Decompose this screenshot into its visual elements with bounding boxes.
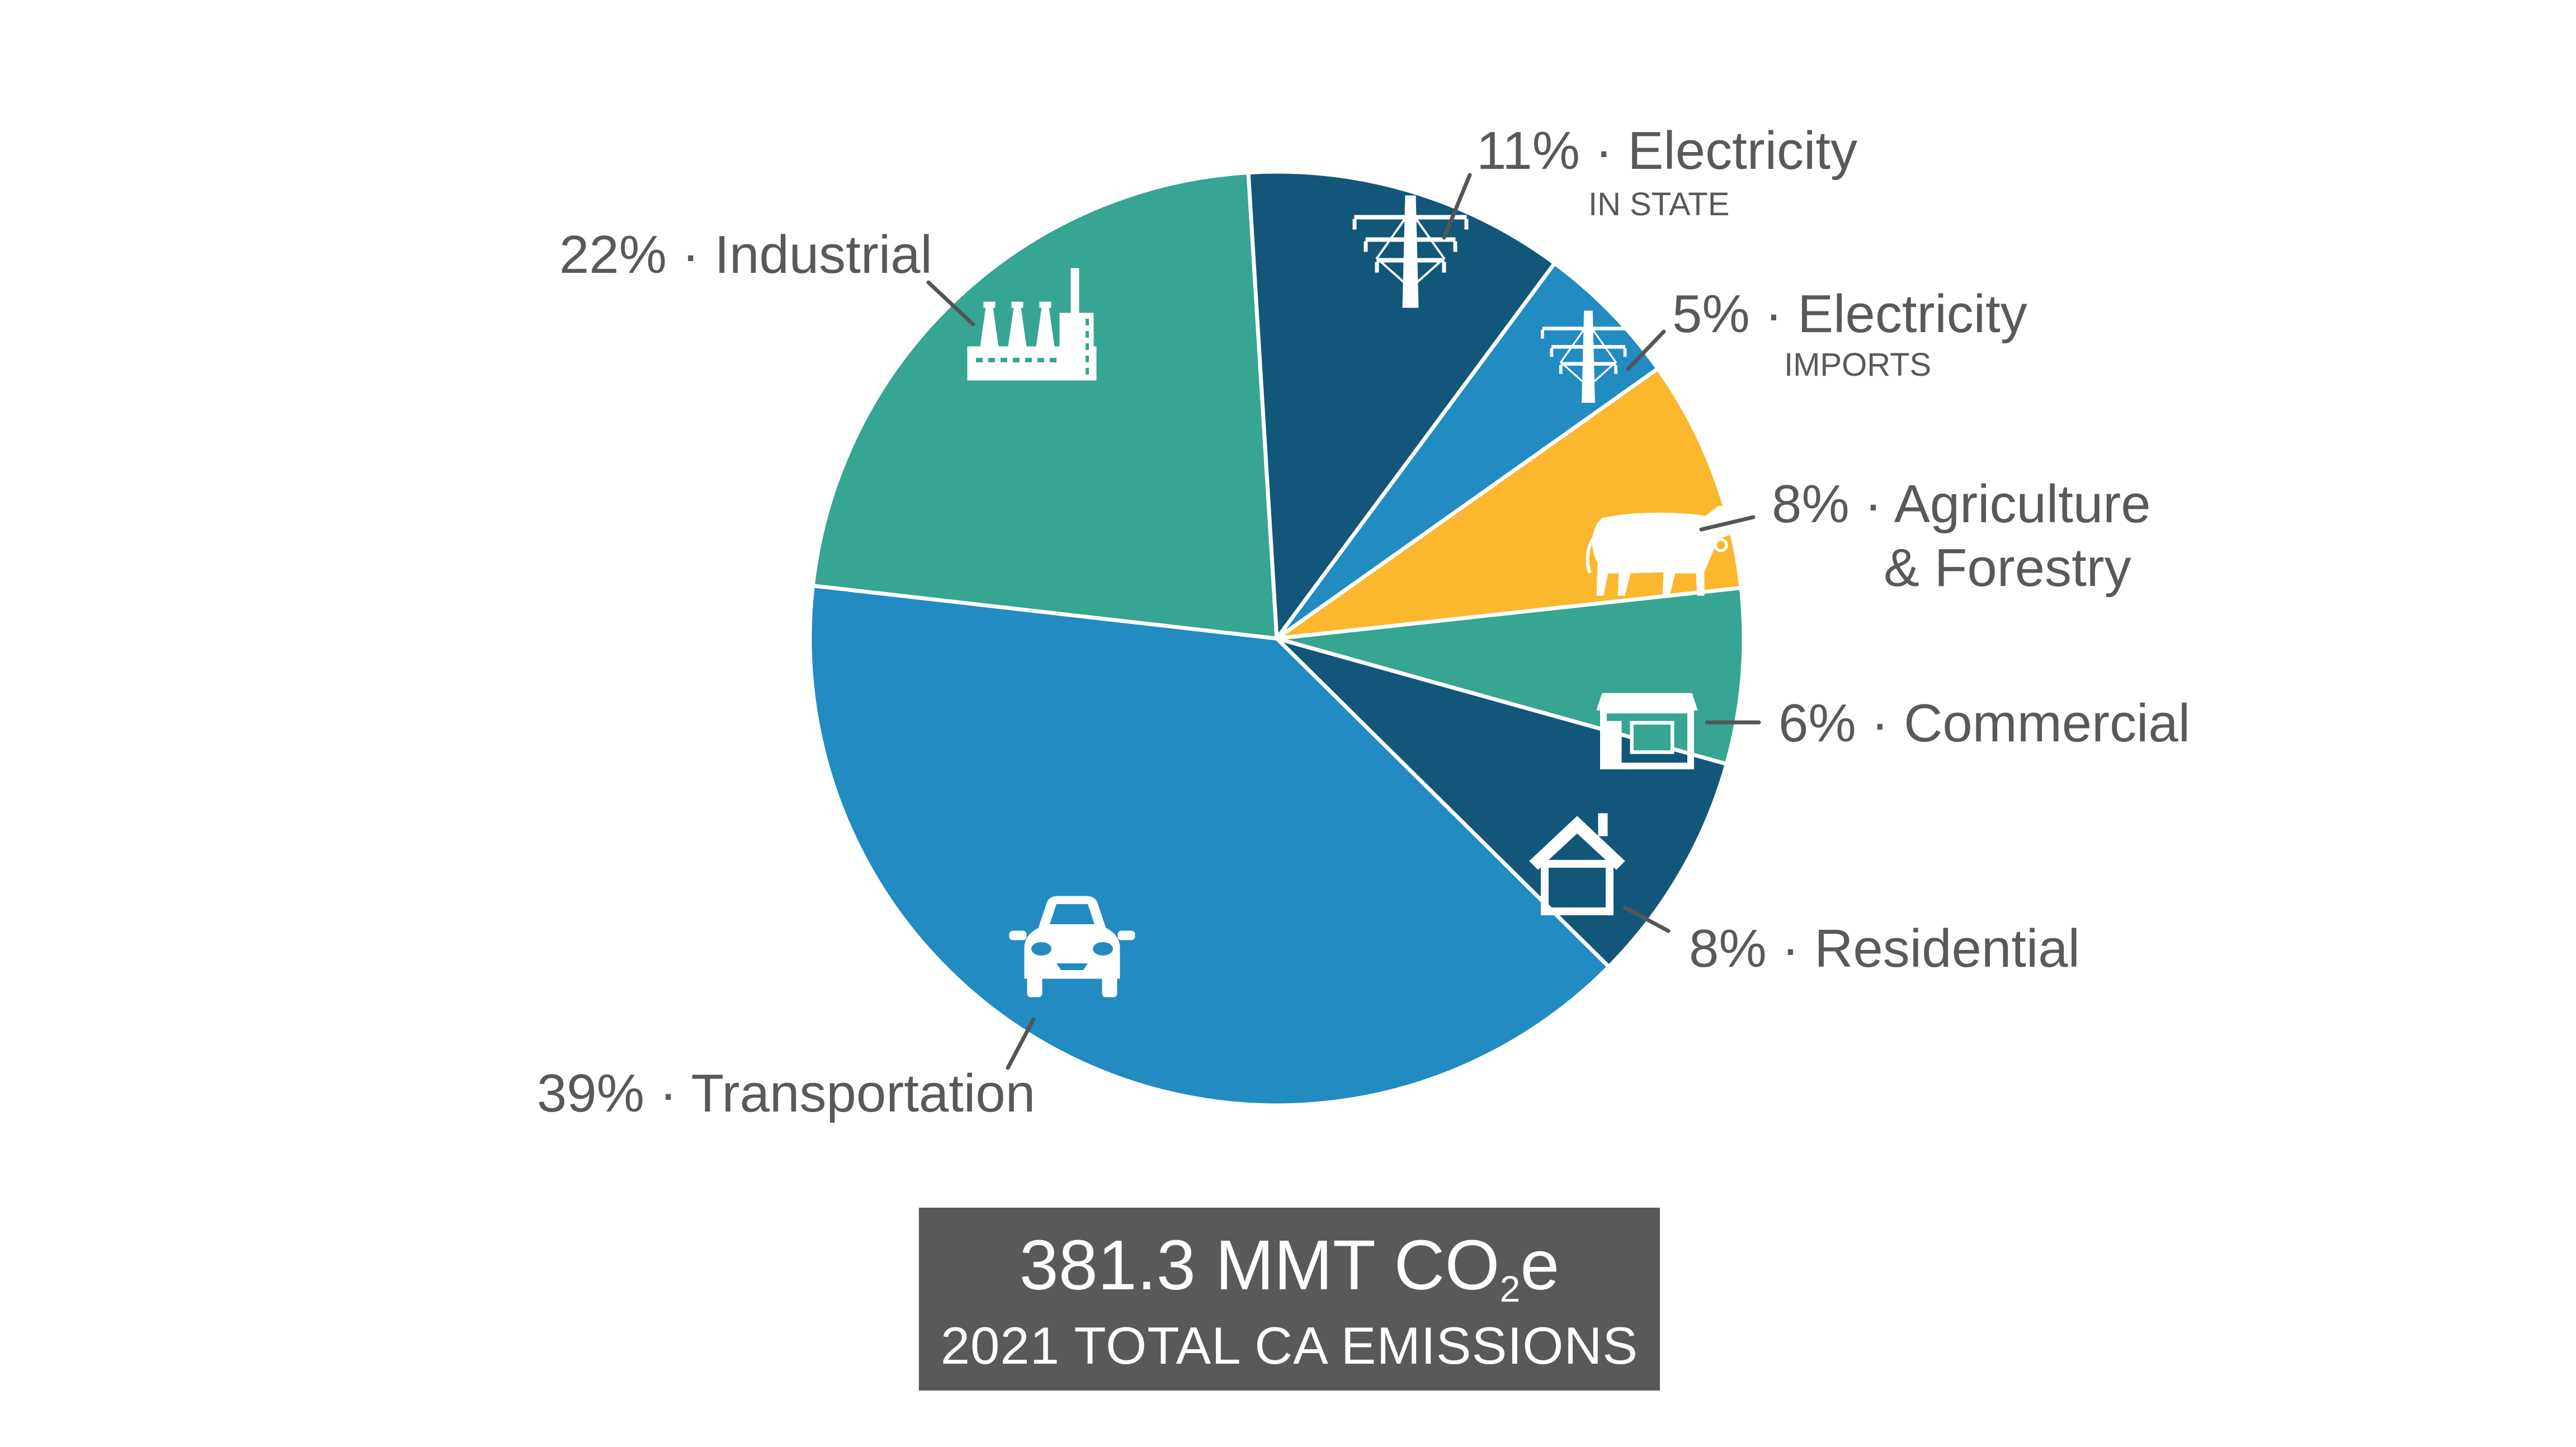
slice-labels: 11% · Electricity IN STATE 5% · Electricit… (537, 121, 2190, 1123)
leader-lines (926, 173, 1761, 1070)
slice-industrial (810, 171, 1279, 641)
house-icon (1529, 813, 1625, 915)
slice-transportation (808, 584, 1611, 1108)
total-emissions-caption: 2021 TOTAL CA EMISSIONS (940, 1316, 1639, 1375)
slice-label-electricity-in-state: 11% · Electricity (1476, 121, 1857, 181)
power-tower-icon (1541, 310, 1636, 403)
slice-electricity-imports (1275, 261, 1660, 641)
factory-icon (967, 268, 1097, 381)
slice-label-line2-agriculture-and-forestry: & Forestry (1884, 538, 2131, 598)
leader-line-transportation (1006, 1017, 1036, 1070)
slice-label-agriculture-and-forestry: 8% · Agriculture (1772, 474, 2151, 534)
slice-residential (1275, 636, 1729, 969)
storefront-icon (1596, 693, 1698, 769)
leader-line-electricity-in-state (1442, 173, 1472, 240)
power-tower-icon (1352, 195, 1469, 308)
total-emissions-box: 381.3 MMT CO2e 2021 TOTAL CA EMISSIONS (919, 1208, 1660, 1391)
leader-line-industrial (926, 280, 975, 327)
leader-line-agriculture-and-forestry (1699, 515, 1756, 532)
slice-label-industrial: 22% · Industrial (559, 225, 932, 285)
slice-label-transportation: 39% · Transportation (537, 1063, 1035, 1123)
total-emissions-value: 381.3 MMT CO2e (1019, 1226, 1560, 1309)
slice-electricity-in-state (1246, 169, 1557, 641)
slice-commercial (1275, 585, 1746, 766)
leader-line-residential (1622, 905, 1671, 933)
car-icon (1009, 896, 1135, 997)
leader-line-electricity-imports (1626, 329, 1666, 371)
slice-sublabel-electricity-imports: IMPORTS (1784, 347, 1931, 383)
slice-label-electricity-imports: 5% · Electricity (1672, 284, 2027, 344)
slice-label-residential: 8% · Residential (1689, 919, 2080, 978)
slice-sublabel-electricity-in-state: IN STATE (1588, 186, 1729, 223)
pie-slices (808, 169, 1746, 1108)
slice-icons (967, 195, 1737, 997)
slice-label-commercial: 6% · Commercial (1778, 693, 2190, 753)
